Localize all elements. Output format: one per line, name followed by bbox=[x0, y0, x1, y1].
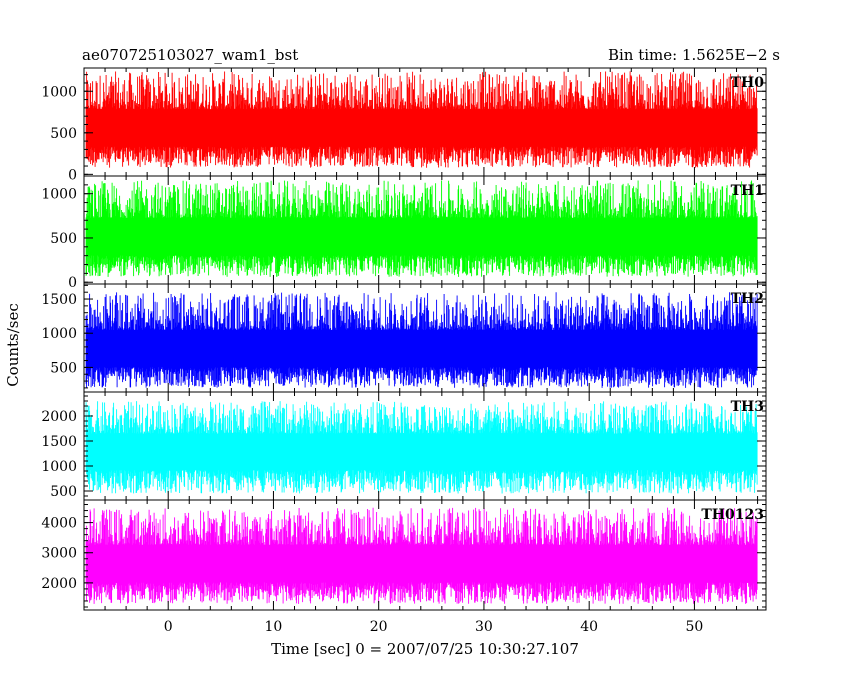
x-tick-label: 20 bbox=[370, 619, 388, 635]
x-axis-title: Time [sec] 0 = 2007/07/25 10:30:27.107 bbox=[271, 640, 579, 658]
y-tick-label: 2000 bbox=[41, 409, 77, 425]
y-tick-label: 500 bbox=[50, 126, 77, 142]
series-th0123-trace bbox=[85, 507, 758, 604]
y-tick-label: 500 bbox=[50, 360, 77, 376]
y-tick-label: 1000 bbox=[41, 187, 77, 203]
panel-th0: 0 500 1000 TH0 bbox=[41, 67, 767, 183]
series-th2-trace bbox=[85, 292, 758, 388]
panel-th1: 0 500 1000 TH1 bbox=[41, 175, 767, 291]
x-tick-label: 10 bbox=[265, 619, 283, 635]
y-tick-label: 4000 bbox=[41, 516, 77, 532]
panel-label-th0123: TH0123 bbox=[701, 507, 764, 523]
series-th1-trace bbox=[85, 180, 758, 277]
panel-th3: 500 1000 1500 2000 TH3 bbox=[41, 391, 767, 501]
panel-th0123: 2000 3000 4000 TH0123 bbox=[41, 499, 767, 611]
y-tick-label: 1000 bbox=[41, 459, 77, 475]
y-tick-label: 1000 bbox=[41, 326, 77, 342]
y-tick-label: 3000 bbox=[41, 546, 77, 562]
y-tick-label: 2000 bbox=[41, 576, 77, 592]
chart-title-left: ae070725103027_wam1_bst bbox=[82, 46, 298, 64]
y-tick-label: 0 bbox=[68, 167, 77, 183]
y-tick-label: 0 bbox=[68, 275, 77, 291]
y-tick-label: 500 bbox=[50, 484, 77, 500]
x-tick-label: 30 bbox=[475, 619, 493, 635]
panel-label-th1: TH1 bbox=[731, 183, 764, 199]
panel-label-th3: TH3 bbox=[731, 399, 764, 415]
y-tick-label: 500 bbox=[50, 231, 77, 247]
y-tick-label: 1000 bbox=[41, 84, 77, 100]
x-tick-label: 40 bbox=[580, 619, 598, 635]
y-tick-label: 1500 bbox=[41, 434, 77, 450]
y-tick-label: 1500 bbox=[41, 292, 77, 308]
series-th3-trace bbox=[85, 401, 758, 494]
chart-title-right: Bin time: 1.5625E−2 s bbox=[608, 46, 780, 64]
panel-label-th0: TH0 bbox=[731, 75, 765, 91]
panel-frame bbox=[83, 499, 767, 611]
panel-label-th2: TH2 bbox=[731, 291, 764, 307]
x-tick-label: 0 bbox=[164, 619, 173, 635]
panel-th2: 500 1000 1500 TH2 bbox=[41, 283, 767, 393]
y-axis-title: Counts/sec bbox=[4, 303, 22, 387]
x-tick-label: 50 bbox=[686, 619, 704, 635]
series-th0-trace bbox=[85, 71, 758, 168]
